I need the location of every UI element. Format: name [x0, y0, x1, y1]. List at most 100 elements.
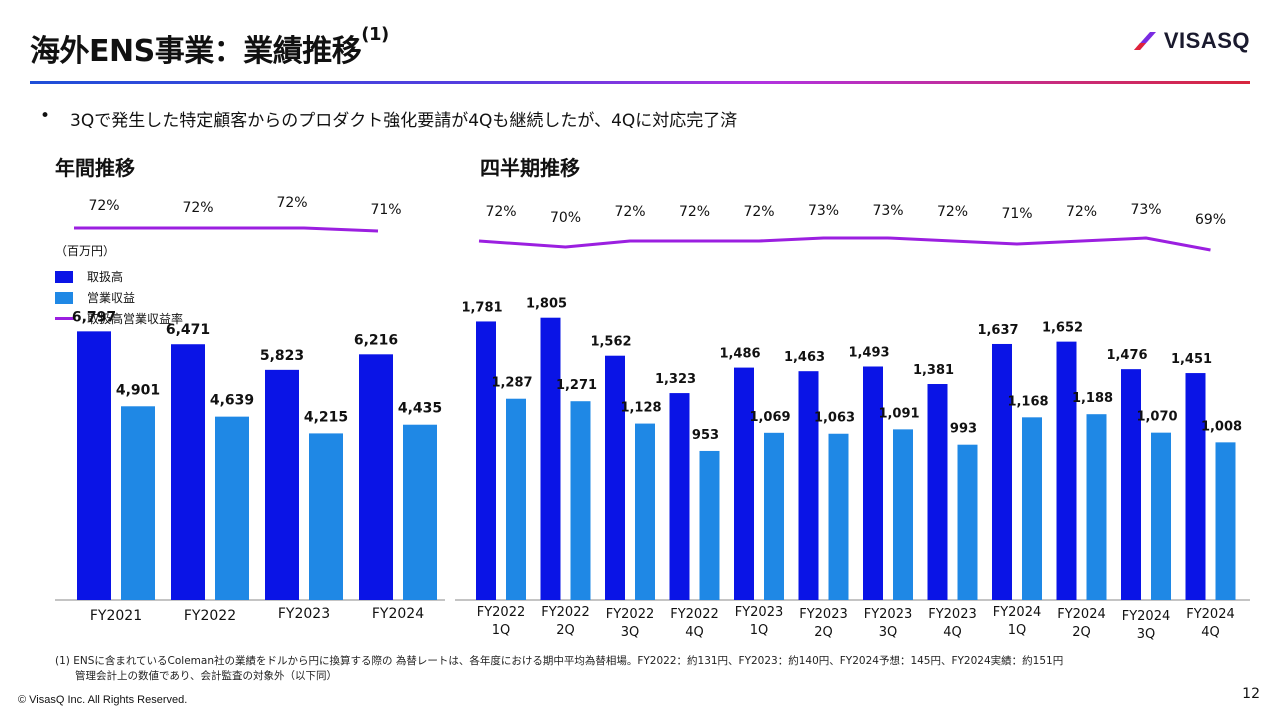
label-ratio-1-1: 70%	[550, 210, 581, 226]
header-divider	[30, 81, 1250, 84]
bullet-marker: •	[40, 106, 51, 126]
label-ratio-1-3: 72%	[679, 204, 710, 220]
bar-revenue-0-0	[121, 406, 155, 600]
bar-gmv-1-1	[540, 317, 561, 600]
bar-revenue-0-3	[403, 424, 437, 600]
tick-label-1-4: FY2023	[735, 605, 784, 620]
quarterly-section-title: 四半期推移	[480, 156, 580, 180]
bar-gmv-0-0	[77, 331, 111, 600]
bar-revenue-1-9	[1086, 414, 1107, 600]
label-revenue-1-1: 1,271	[556, 378, 597, 393]
label-revenue-1-10: 1,070	[1136, 410, 1177, 425]
bar-revenue-1-10	[1151, 432, 1171, 600]
label-gmv-0-1: 6,471	[166, 322, 210, 338]
tick-label-1-10: FY2024	[1122, 609, 1171, 624]
label-ratio-0-3: 71%	[370, 202, 401, 218]
label-gmv-1-11: 1,451	[1171, 352, 1212, 367]
label-revenue-0-2: 4,215	[304, 409, 348, 425]
bar-gmv-1-5	[798, 371, 819, 600]
copyright: © VisasQ Inc. All Rights Reserved.	[18, 694, 188, 706]
bar-revenue-1-8	[1022, 417, 1042, 600]
page-title: 海外ENS事業：業績推移(1)	[30, 24, 389, 70]
tick-sublabel-1-4: 1Q	[750, 623, 769, 638]
label-revenue-0-0: 4,901	[116, 382, 160, 398]
label-gmv-0-2: 5,823	[260, 348, 304, 364]
legend-label-gmv: 取扱高	[87, 270, 124, 284]
bar-gmv-1-3	[669, 393, 690, 600]
legend-swatch-ratio	[55, 317, 75, 320]
label-ratio-1-6: 73%	[872, 203, 903, 219]
legend: 取扱高 営業収益 取扱高営業収益率	[55, 266, 183, 329]
label-ratio-1-7: 72%	[937, 204, 968, 220]
label-gmv-1-9: 1,652	[1042, 321, 1083, 336]
bar-gmv-1-11	[1185, 373, 1206, 600]
tick-label-1-0: FY2022	[477, 605, 526, 620]
label-gmv-0-0: 6,797	[72, 309, 116, 325]
tick-label-1-8: FY2024	[993, 605, 1042, 620]
label-gmv-1-10: 1,476	[1106, 348, 1147, 363]
legend-item-revenue: 営業収益	[55, 287, 183, 308]
logo-text: VISASQ	[1163, 28, 1250, 53]
label-revenue-1-5: 1,063	[814, 411, 855, 426]
label-gmv-1-4: 1,486	[719, 347, 760, 362]
bar-revenue-0-2	[309, 433, 343, 600]
label-ratio-0-2: 72%	[276, 195, 307, 211]
tick-sublabel-1-8: 1Q	[1008, 623, 1027, 638]
label-revenue-0-3: 4,435	[398, 401, 442, 417]
legend-label-ratio: 取扱高営業収益率	[87, 312, 184, 326]
bar-gmv-1-7	[927, 384, 948, 600]
tick-label-1-6: FY2023	[864, 607, 913, 622]
label-ratio-1-5: 73%	[808, 203, 839, 219]
tick-label-0-2: FY2023	[278, 606, 330, 622]
tick-label-1-1: FY2022	[541, 605, 590, 620]
tick-sublabel-1-10: 3Q	[1137, 627, 1156, 642]
tick-label-0-3: FY2024	[372, 606, 424, 622]
tick-sublabel-1-3: 4Q	[685, 625, 704, 640]
label-revenue-1-7: 993	[950, 422, 977, 437]
tick-sublabel-1-9: 2Q	[1072, 625, 1091, 640]
bar-revenue-0-1	[215, 416, 249, 600]
bar-gmv-1-4	[734, 367, 754, 600]
label-revenue-1-4: 1,069	[749, 410, 790, 425]
tick-sublabel-1-0: 1Q	[492, 623, 511, 638]
tick-sublabel-1-7: 4Q	[943, 625, 962, 640]
bar-revenue-1-4	[764, 432, 784, 600]
bar-gmv-1-2	[605, 355, 625, 600]
tick-label-0-1: FY2022	[184, 608, 236, 624]
label-ratio-1-2: 72%	[614, 204, 645, 220]
label-ratio-1-9: 72%	[1066, 204, 1097, 220]
label-gmv-1-1: 1,805	[526, 297, 567, 312]
bar-revenue-1-0	[506, 398, 526, 600]
tick-label-1-9: FY2024	[1057, 607, 1106, 622]
tick-sublabel-1-11: 4Q	[1201, 625, 1220, 640]
legend-label-revenue: 営業収益	[87, 291, 136, 305]
tick-label-1-7: FY2023	[928, 607, 977, 622]
label-gmv-0-3: 6,216	[354, 332, 398, 348]
label-ratio-1-11: 69%	[1195, 212, 1226, 228]
label-revenue-1-2: 1,128	[620, 401, 661, 416]
bar-revenue-1-2	[635, 423, 655, 600]
label-gmv-1-5: 1,463	[784, 350, 825, 365]
bar-revenue-1-7	[957, 444, 978, 600]
label-gmv-1-6: 1,493	[848, 345, 889, 360]
bar-gmv-0-2	[265, 369, 299, 600]
tick-label-1-5: FY2023	[799, 607, 848, 622]
tick-label-1-2: FY2022	[606, 607, 655, 622]
unit-label: （百万円）	[55, 244, 116, 258]
label-revenue-1-11: 1,008	[1201, 419, 1242, 434]
bar-gmv-0-3	[359, 354, 393, 600]
visasq-logo: VISASQ	[1133, 28, 1250, 54]
page-title-text: 海外ENS事業：業績推移	[30, 34, 362, 69]
label-gmv-1-8: 1,637	[977, 323, 1018, 338]
label-gmv-1-3: 1,323	[655, 372, 696, 387]
logo-slash-icon	[1133, 32, 1156, 50]
bar-revenue-1-3	[699, 450, 720, 600]
label-revenue-1-9: 1,188	[1072, 391, 1113, 406]
bar-revenue-1-1	[570, 401, 591, 600]
tick-sublabel-1-1: 2Q	[556, 623, 575, 638]
label-revenue-1-0: 1,287	[491, 376, 532, 391]
footnote: (1) ENSに含まれているColeman社の業績をドルから円に換算する際の 為…	[55, 654, 1063, 684]
annual-section-title: 年間推移	[55, 156, 135, 180]
label-gmv-1-7: 1,381	[913, 363, 954, 378]
